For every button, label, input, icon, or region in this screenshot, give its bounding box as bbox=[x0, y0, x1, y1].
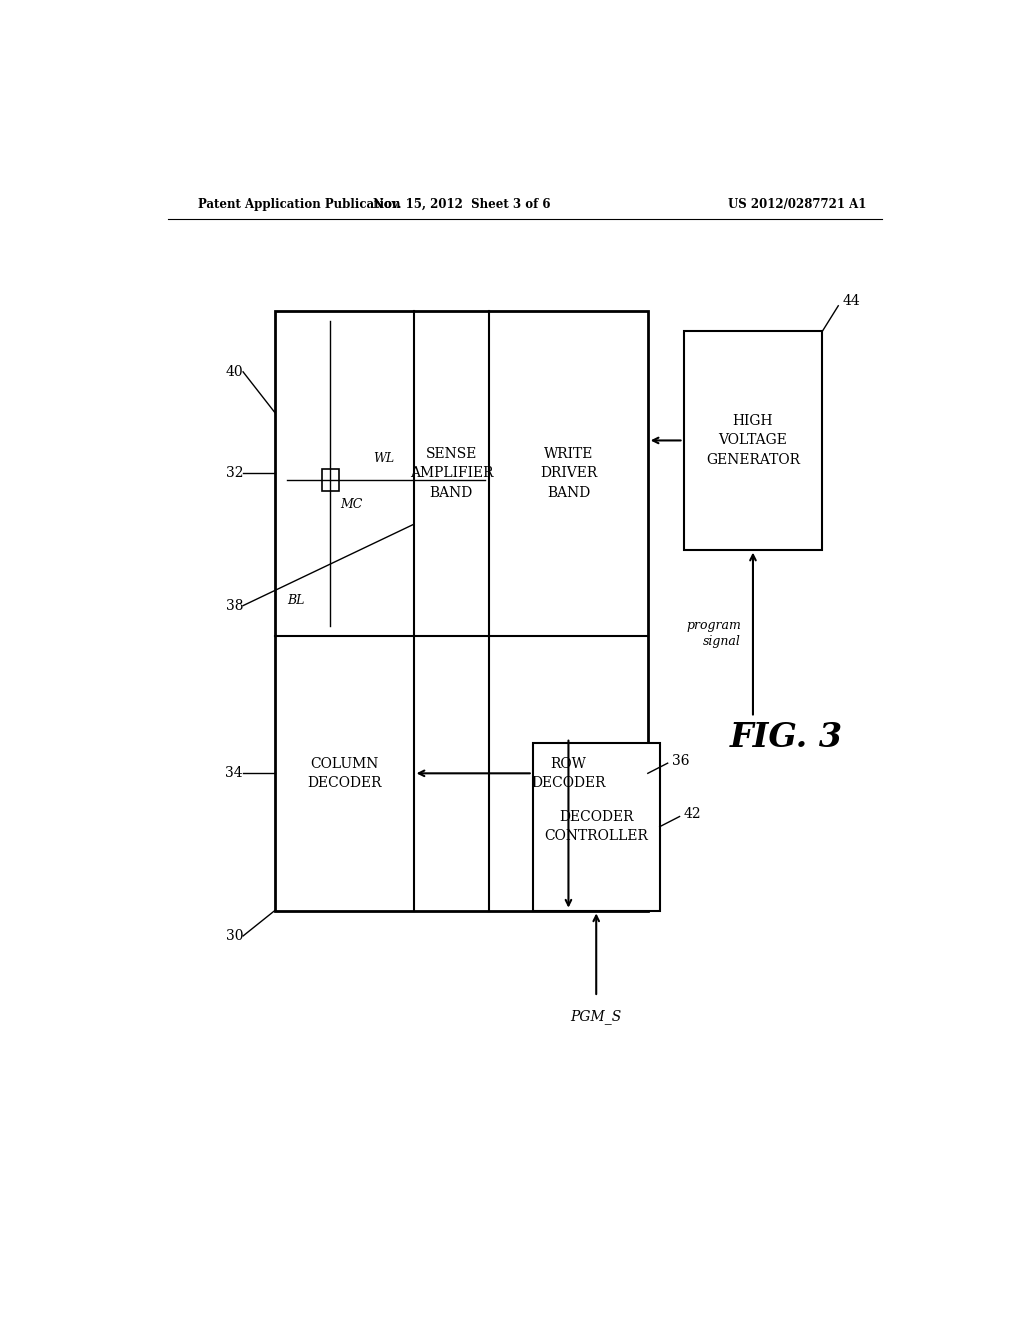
Text: HIGH
VOLTAGE
GENERATOR: HIGH VOLTAGE GENERATOR bbox=[706, 414, 800, 467]
Text: 32: 32 bbox=[225, 466, 243, 480]
Text: WL: WL bbox=[373, 451, 394, 465]
Bar bbox=[532, 743, 659, 911]
Text: 34: 34 bbox=[225, 767, 243, 780]
Text: 42: 42 bbox=[684, 808, 701, 821]
Text: 40: 40 bbox=[225, 364, 243, 379]
Text: SENSE
AMPLIFIER
BAND: SENSE AMPLIFIER BAND bbox=[410, 447, 494, 500]
Bar bbox=[684, 331, 822, 549]
Text: BL: BL bbox=[287, 594, 304, 607]
Text: Patent Application Publication: Patent Application Publication bbox=[198, 198, 400, 211]
Text: 44: 44 bbox=[842, 293, 860, 308]
Text: COLUMN
DECODER: COLUMN DECODER bbox=[307, 756, 382, 791]
Text: 38: 38 bbox=[225, 598, 243, 612]
Text: program
signal: program signal bbox=[686, 619, 741, 648]
Bar bbox=[274, 312, 648, 911]
Text: WRITE
DRIVER
BAND: WRITE DRIVER BAND bbox=[540, 447, 597, 500]
Bar bbox=[322, 469, 339, 491]
Text: MC: MC bbox=[340, 498, 362, 511]
Text: ROW
DECODER: ROW DECODER bbox=[531, 756, 606, 791]
Text: Nov. 15, 2012  Sheet 3 of 6: Nov. 15, 2012 Sheet 3 of 6 bbox=[373, 198, 550, 211]
Text: 30: 30 bbox=[225, 929, 243, 942]
Text: FIG. 3: FIG. 3 bbox=[730, 721, 843, 754]
Text: PGM_S: PGM_S bbox=[570, 1008, 622, 1024]
Text: US 2012/0287721 A1: US 2012/0287721 A1 bbox=[728, 198, 866, 211]
Text: DECODER
CONTROLLER: DECODER CONTROLLER bbox=[545, 810, 648, 843]
Text: 36: 36 bbox=[672, 754, 689, 768]
